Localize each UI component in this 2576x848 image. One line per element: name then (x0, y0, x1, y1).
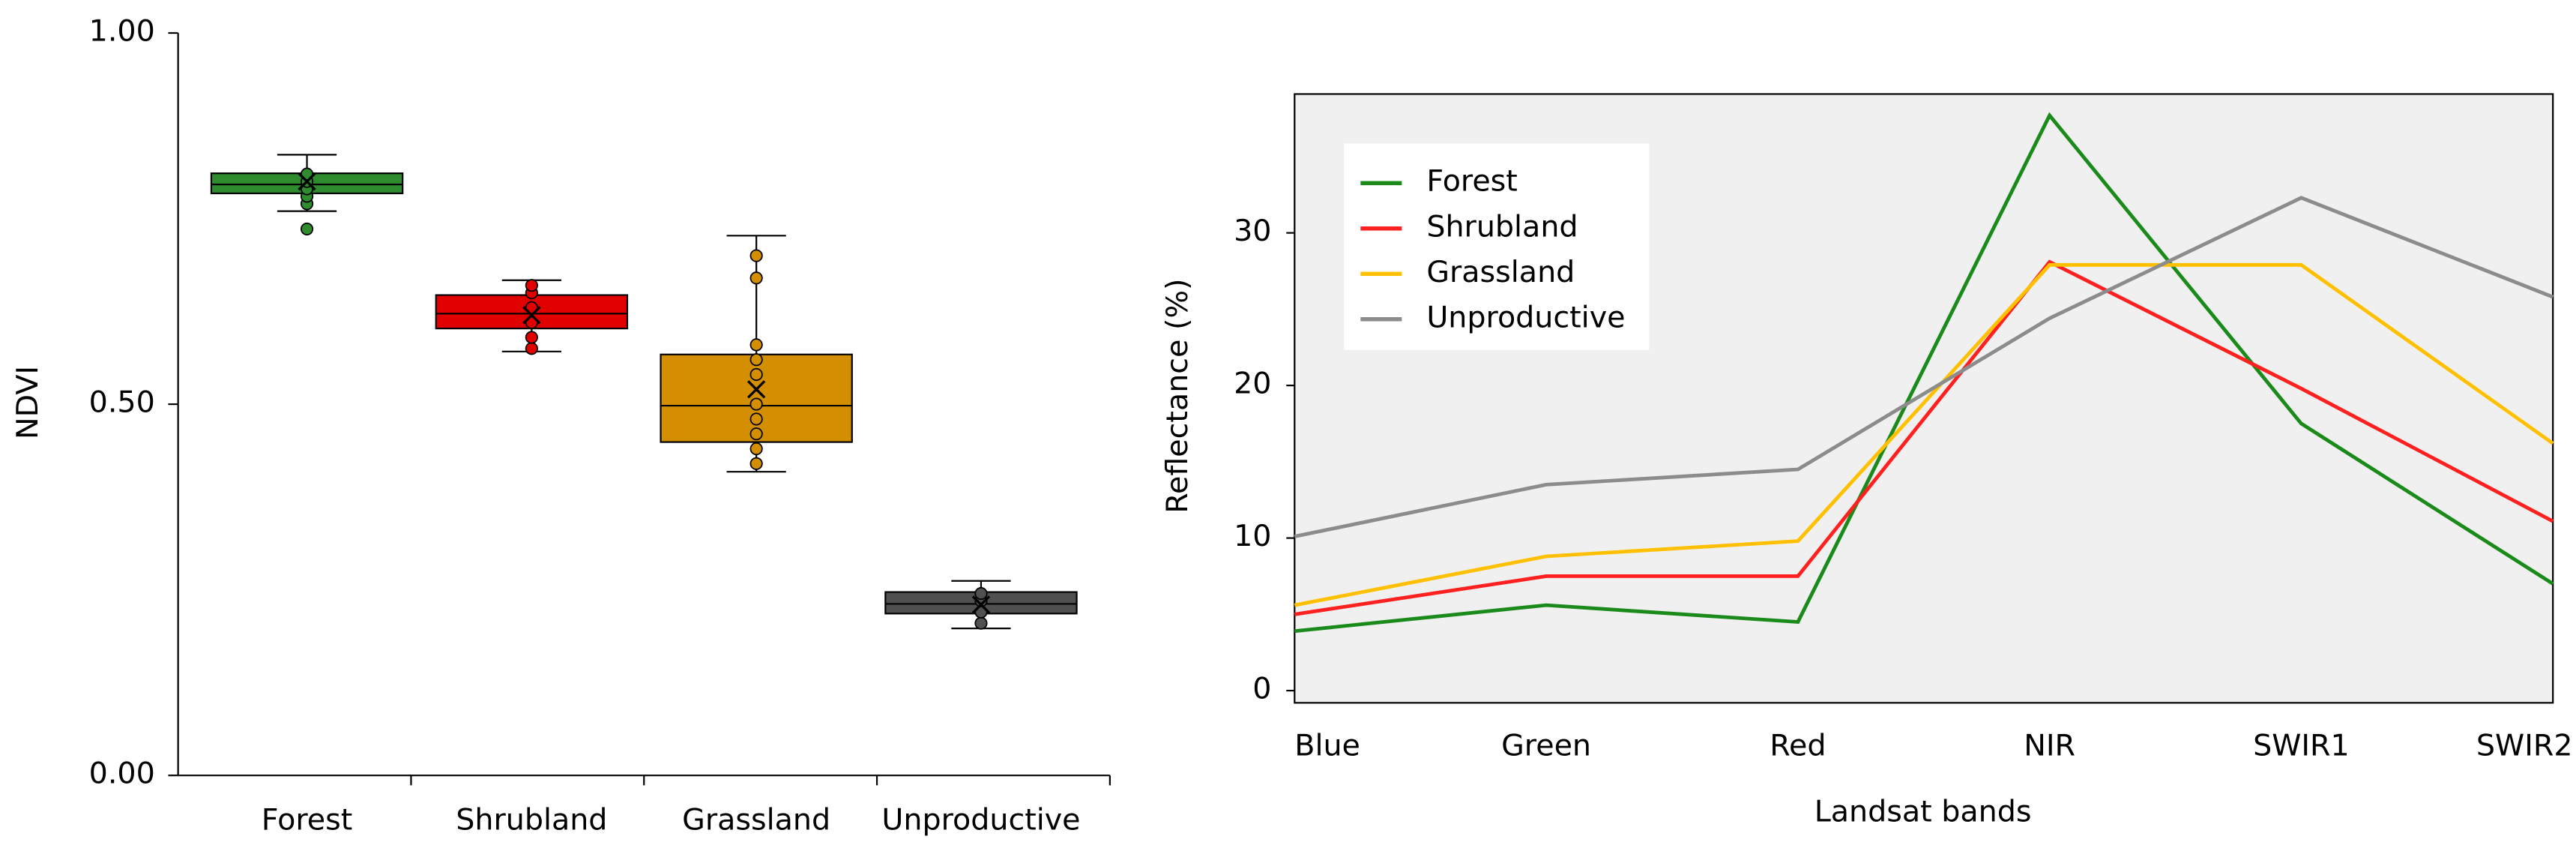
point (300, 222, 314, 235)
x-tick-label: Shrubland (456, 802, 607, 837)
point (749, 271, 763, 285)
y-tick-label: 0.50 (89, 385, 155, 420)
x-tick-label: Blue (1294, 728, 1360, 763)
point (749, 427, 763, 441)
point (749, 367, 763, 382)
point (749, 412, 763, 426)
x-axis-label: Landsat bands (1815, 794, 2032, 829)
point (749, 442, 763, 456)
legend-label: Unproductive (1426, 300, 1625, 334)
line (1294, 112, 2554, 634)
y-tick-label: 0.00 (89, 757, 155, 791)
legend (1344, 143, 1650, 350)
x-tick-label: Green (1501, 728, 1591, 763)
y-axis-label: Reflectance (%) (1160, 278, 1195, 513)
mean-marker (971, 595, 991, 614)
legend-label: Grassland (1426, 255, 1575, 289)
point (749, 249, 763, 262)
point (749, 353, 763, 367)
x-tick-label: Unproductive (881, 802, 1080, 837)
mean-marker (298, 172, 316, 191)
y-tick-label: 1.00 (89, 14, 155, 49)
x-tick-label: SWIR2 (2476, 728, 2573, 763)
x-tick-label: Grassland (682, 802, 830, 837)
y-tick-label: 0 (1252, 672, 1271, 706)
point (749, 338, 763, 352)
point (749, 457, 763, 470)
point (525, 279, 538, 292)
y-axis-label: NDVI (10, 366, 45, 439)
line (1294, 196, 2554, 538)
mean-marker (746, 380, 766, 399)
x-tick-label: Forest (262, 802, 353, 837)
legend-label: Forest (1426, 164, 1518, 199)
point (525, 331, 538, 344)
line (1294, 262, 2554, 607)
point (525, 342, 538, 355)
x-tick-label: NIR (2024, 728, 2075, 763)
point (974, 616, 988, 630)
y-tick-label: 30 (1234, 214, 1271, 248)
legend-label: Shrubland (1426, 209, 1578, 244)
mean-marker (522, 306, 541, 325)
y-tick-label: 10 (1234, 519, 1271, 553)
point (749, 397, 763, 411)
y-tick-label: 20 (1234, 367, 1271, 401)
x-tick-label: SWIR1 (2253, 728, 2350, 763)
point (974, 587, 988, 601)
line (1294, 259, 2554, 616)
x-tick-label: Red (1770, 728, 1826, 763)
